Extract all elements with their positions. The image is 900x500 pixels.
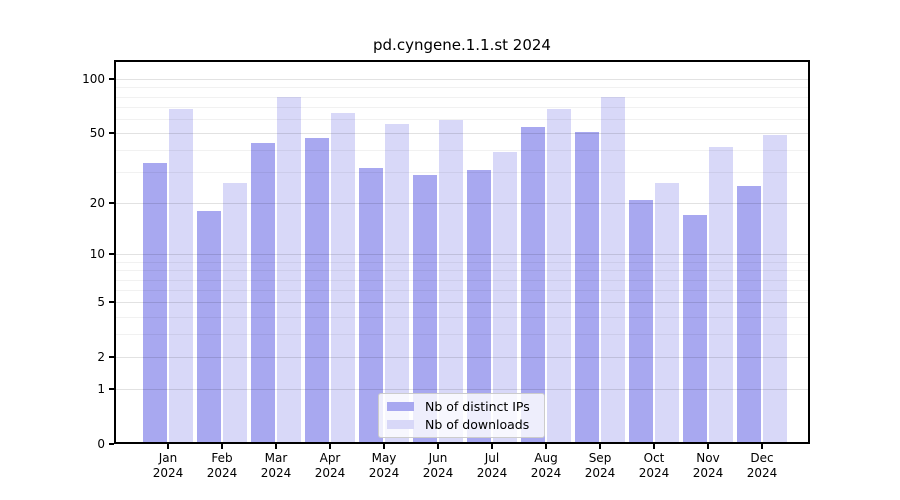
bar-jun-downloads <box>439 120 463 444</box>
x-tick-label-apr: Apr 2024 <box>314 451 346 480</box>
y-tick <box>109 388 114 391</box>
x-tick <box>761 444 763 449</box>
x-tick-label-feb: Feb 2024 <box>206 451 238 480</box>
bar-oct-downloads <box>655 183 679 444</box>
legend-label-downloads: Nb of downloads <box>425 417 530 433</box>
bar-aug-downloads <box>547 109 571 444</box>
bar-dec-downloads <box>763 134 787 444</box>
y-tick <box>109 132 114 134</box>
y-tick-label: 20 <box>89 196 105 211</box>
bar-apr-distinct-ips <box>305 137 329 444</box>
y-tick-label: 10 <box>89 247 105 262</box>
bar-nov-downloads <box>709 146 733 444</box>
legend-swatch-distinct-ips <box>387 401 414 411</box>
y-tick-label: 0 <box>97 437 105 451</box>
bar-feb-downloads <box>223 183 247 444</box>
y-tick <box>109 253 114 256</box>
y-tick-label: 50 <box>89 126 105 140</box>
bar-dec-distinct-ips <box>737 186 761 444</box>
chart-title: pd.cyngene.1.1.st 2024 <box>373 36 551 54</box>
y-tick-label: 100 <box>82 72 105 86</box>
bar-jan-downloads <box>169 109 193 444</box>
bar-aug-distinct-ips <box>521 127 545 444</box>
bars-layer <box>114 60 810 444</box>
x-tick <box>221 444 223 449</box>
legend-label-distinct-ips: Nb of distinct IPs <box>425 398 530 414</box>
x-tick <box>383 444 385 449</box>
x-tick <box>599 444 601 449</box>
x-tick <box>167 444 169 449</box>
legend: Nb of distinct IPs Nb of downloads <box>378 393 545 438</box>
y-tick <box>109 443 114 445</box>
bar-may-downloads <box>385 124 409 444</box>
x-tick-label-aug: Aug 2024 <box>530 451 562 480</box>
y-tick-label: 5 <box>97 295 105 310</box>
y-tick <box>109 356 114 359</box>
bar-feb-distinct-ips <box>197 211 221 444</box>
y-tick <box>109 78 114 80</box>
x-tick <box>275 444 277 449</box>
x-tick <box>437 444 439 449</box>
x-tick-label-nov: Nov 2024 <box>692 451 724 480</box>
x-tick-label-sep: Sep 2024 <box>584 451 616 480</box>
y-tick <box>109 202 114 205</box>
bar-apr-downloads <box>331 112 355 444</box>
legend-row-distinct-ips: Nb of distinct IPs <box>387 399 536 414</box>
y-tick-label: 2 <box>97 350 105 365</box>
y-tick-label: 1 <box>97 382 105 397</box>
x-tick-label-mar: Mar 2024 <box>260 451 292 480</box>
plot-area <box>114 60 810 444</box>
x-tick-label-dec: Dec 2024 <box>746 451 778 480</box>
x-tick-label-jan: Jan 2024 <box>152 451 184 480</box>
legend-swatch-downloads <box>387 420 414 430</box>
legend-row-downloads: Nb of downloads <box>387 417 536 432</box>
x-tick-label-may: May 2024 <box>368 451 400 480</box>
bar-sep-distinct-ips <box>575 131 599 444</box>
x-tick-label-jul: Jul 2024 <box>476 451 508 480</box>
x-tick <box>653 444 655 449</box>
x-tick <box>545 444 547 449</box>
bar-oct-distinct-ips <box>629 199 653 444</box>
x-tick-label-jun: Jun 2024 <box>422 451 454 480</box>
bar-jan-distinct-ips <box>143 162 167 444</box>
bar-sep-downloads <box>601 96 625 444</box>
x-tick <box>707 444 709 449</box>
bar-mar-distinct-ips <box>251 142 275 444</box>
x-tick <box>329 444 331 449</box>
x-tick <box>491 444 493 449</box>
y-tick <box>109 301 114 304</box>
x-tick-label-oct: Oct 2024 <box>638 451 670 480</box>
bar-nov-distinct-ips <box>683 215 707 444</box>
bar-mar-downloads <box>277 97 301 444</box>
